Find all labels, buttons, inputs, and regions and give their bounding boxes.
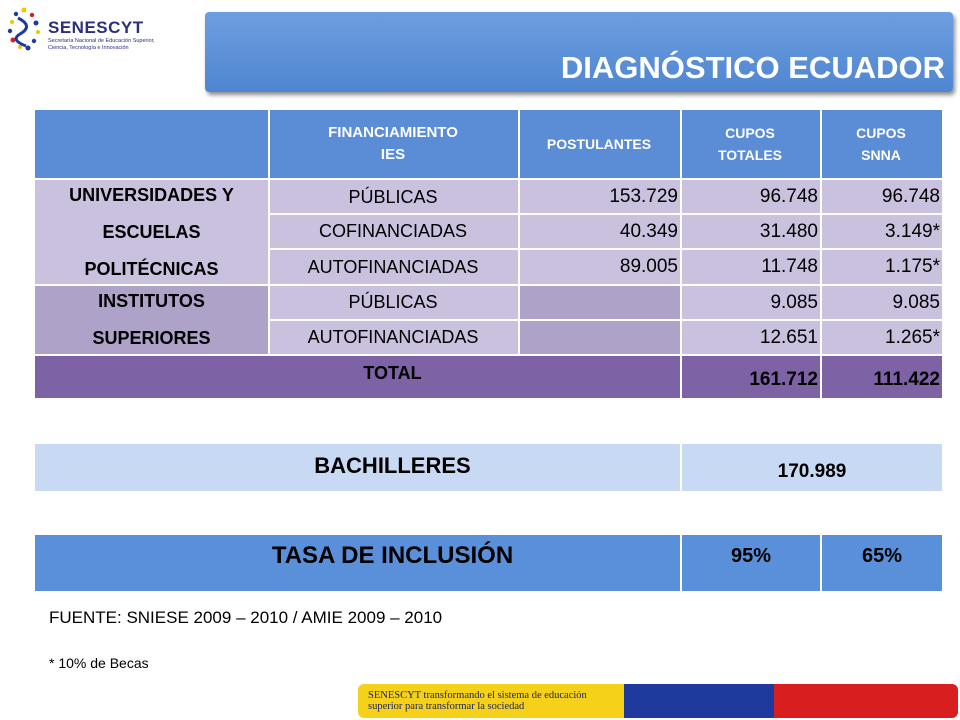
- total-label: TOTAL: [363, 363, 422, 383]
- row-cupos-snna: 1.265*: [820, 320, 942, 355]
- footnote: * 10% de Becas: [49, 655, 149, 671]
- row-postulantes: 40.349: [518, 214, 680, 249]
- senescyt-logo: SENESCYT Secretaría Nacional de Educació…: [4, 4, 155, 56]
- row-cupos-totales: 96.748: [680, 180, 820, 214]
- separator: [35, 354, 942, 356]
- row-cupos-totales: 9.085: [680, 285, 820, 320]
- header-financiamiento: FINANCIAMIENTO IES: [268, 110, 518, 178]
- row-postulantes: 89.005: [518, 249, 680, 285]
- page-title: DIAGNÓSTICO ECUADOR: [560, 50, 945, 85]
- separator: [268, 110, 270, 355]
- row-postulantes: [518, 320, 680, 355]
- row-financiamiento: PÚBLICAS: [268, 285, 518, 320]
- bachilleres-label: BACHILLERES: [314, 453, 471, 478]
- group-universidades: UNIVERSIDADES Y ESCUELAS POLITÉCNICAS: [35, 180, 268, 285]
- row-cupos-totales: 31.480: [680, 214, 820, 249]
- title-banner: DIAGNÓSTICO ECUADOR: [205, 12, 953, 92]
- tasa-label: TASA DE INCLUSIÓN: [271, 542, 514, 569]
- row-financiamiento: AUTOFINANCIADAS: [268, 249, 518, 285]
- total-cupos-snna: 111.422: [820, 355, 942, 398]
- header-cupos-totales: CUPOS TOTALES: [680, 110, 820, 178]
- logo-title: SENESCYT: [48, 18, 144, 37]
- row-financiamiento: COFINANCIADAS: [268, 214, 518, 249]
- row-financiamiento: PÚBLICAS: [268, 180, 518, 214]
- total-cupos-totales: 161.712: [680, 355, 820, 398]
- row-financiamiento: AUTOFINANCIADAS: [268, 320, 518, 355]
- logo-subtitle: Secretaría Nacional de Educación Superio…: [48, 38, 155, 51]
- footer-red-band: [774, 684, 958, 718]
- row-cupos-snna: 3.149*: [820, 214, 942, 249]
- row-postulantes: 153.729: [518, 180, 680, 214]
- separator: [35, 284, 942, 286]
- row-cupos-snna: 96.748: [820, 180, 942, 214]
- header-cupos-snna: CUPOS SNNA: [820, 110, 942, 178]
- source-note: FUENTE: SNIESE 2009 – 2010 / AMIE 2009 –…: [49, 608, 443, 627]
- tasa-label-cell: TASA DE INCLUSIÓN: [35, 535, 680, 591]
- logo-dots-icon: [7, 7, 40, 51]
- header-empty: [35, 110, 268, 178]
- separator: [268, 248, 942, 250]
- separator: [35, 178, 942, 180]
- separator: [268, 213, 942, 215]
- row-postulantes: [518, 285, 680, 320]
- footer-slogan: SENESCYT transformando el sistema de edu…: [368, 690, 587, 712]
- tasa-cupos-snna: 65%: [822, 535, 942, 591]
- row-cupos-totales: 12.651: [680, 320, 820, 355]
- row-cupos-snna: 9.085: [820, 285, 942, 320]
- separator: [680, 110, 682, 398]
- group-institutos: INSTITUTOS SUPERIORES: [35, 285, 268, 355]
- footer-blue-band: [624, 684, 774, 718]
- total-label-cell: TOTAL: [35, 355, 680, 398]
- footer-yellow-band: [358, 684, 624, 718]
- separator: [268, 319, 942, 321]
- separator: [820, 110, 822, 398]
- tasa-cupos-totales: 95%: [682, 535, 820, 591]
- bachilleres-label-cell: BACHILLERES: [35, 444, 680, 491]
- header-postulantes: POSTULANTES: [518, 110, 680, 178]
- separator: [518, 110, 520, 355]
- row-cupos-totales: 11.748: [680, 249, 820, 285]
- row-cupos-snna: 1.175*: [820, 249, 942, 285]
- bachilleres-value: 170.989: [682, 444, 942, 491]
